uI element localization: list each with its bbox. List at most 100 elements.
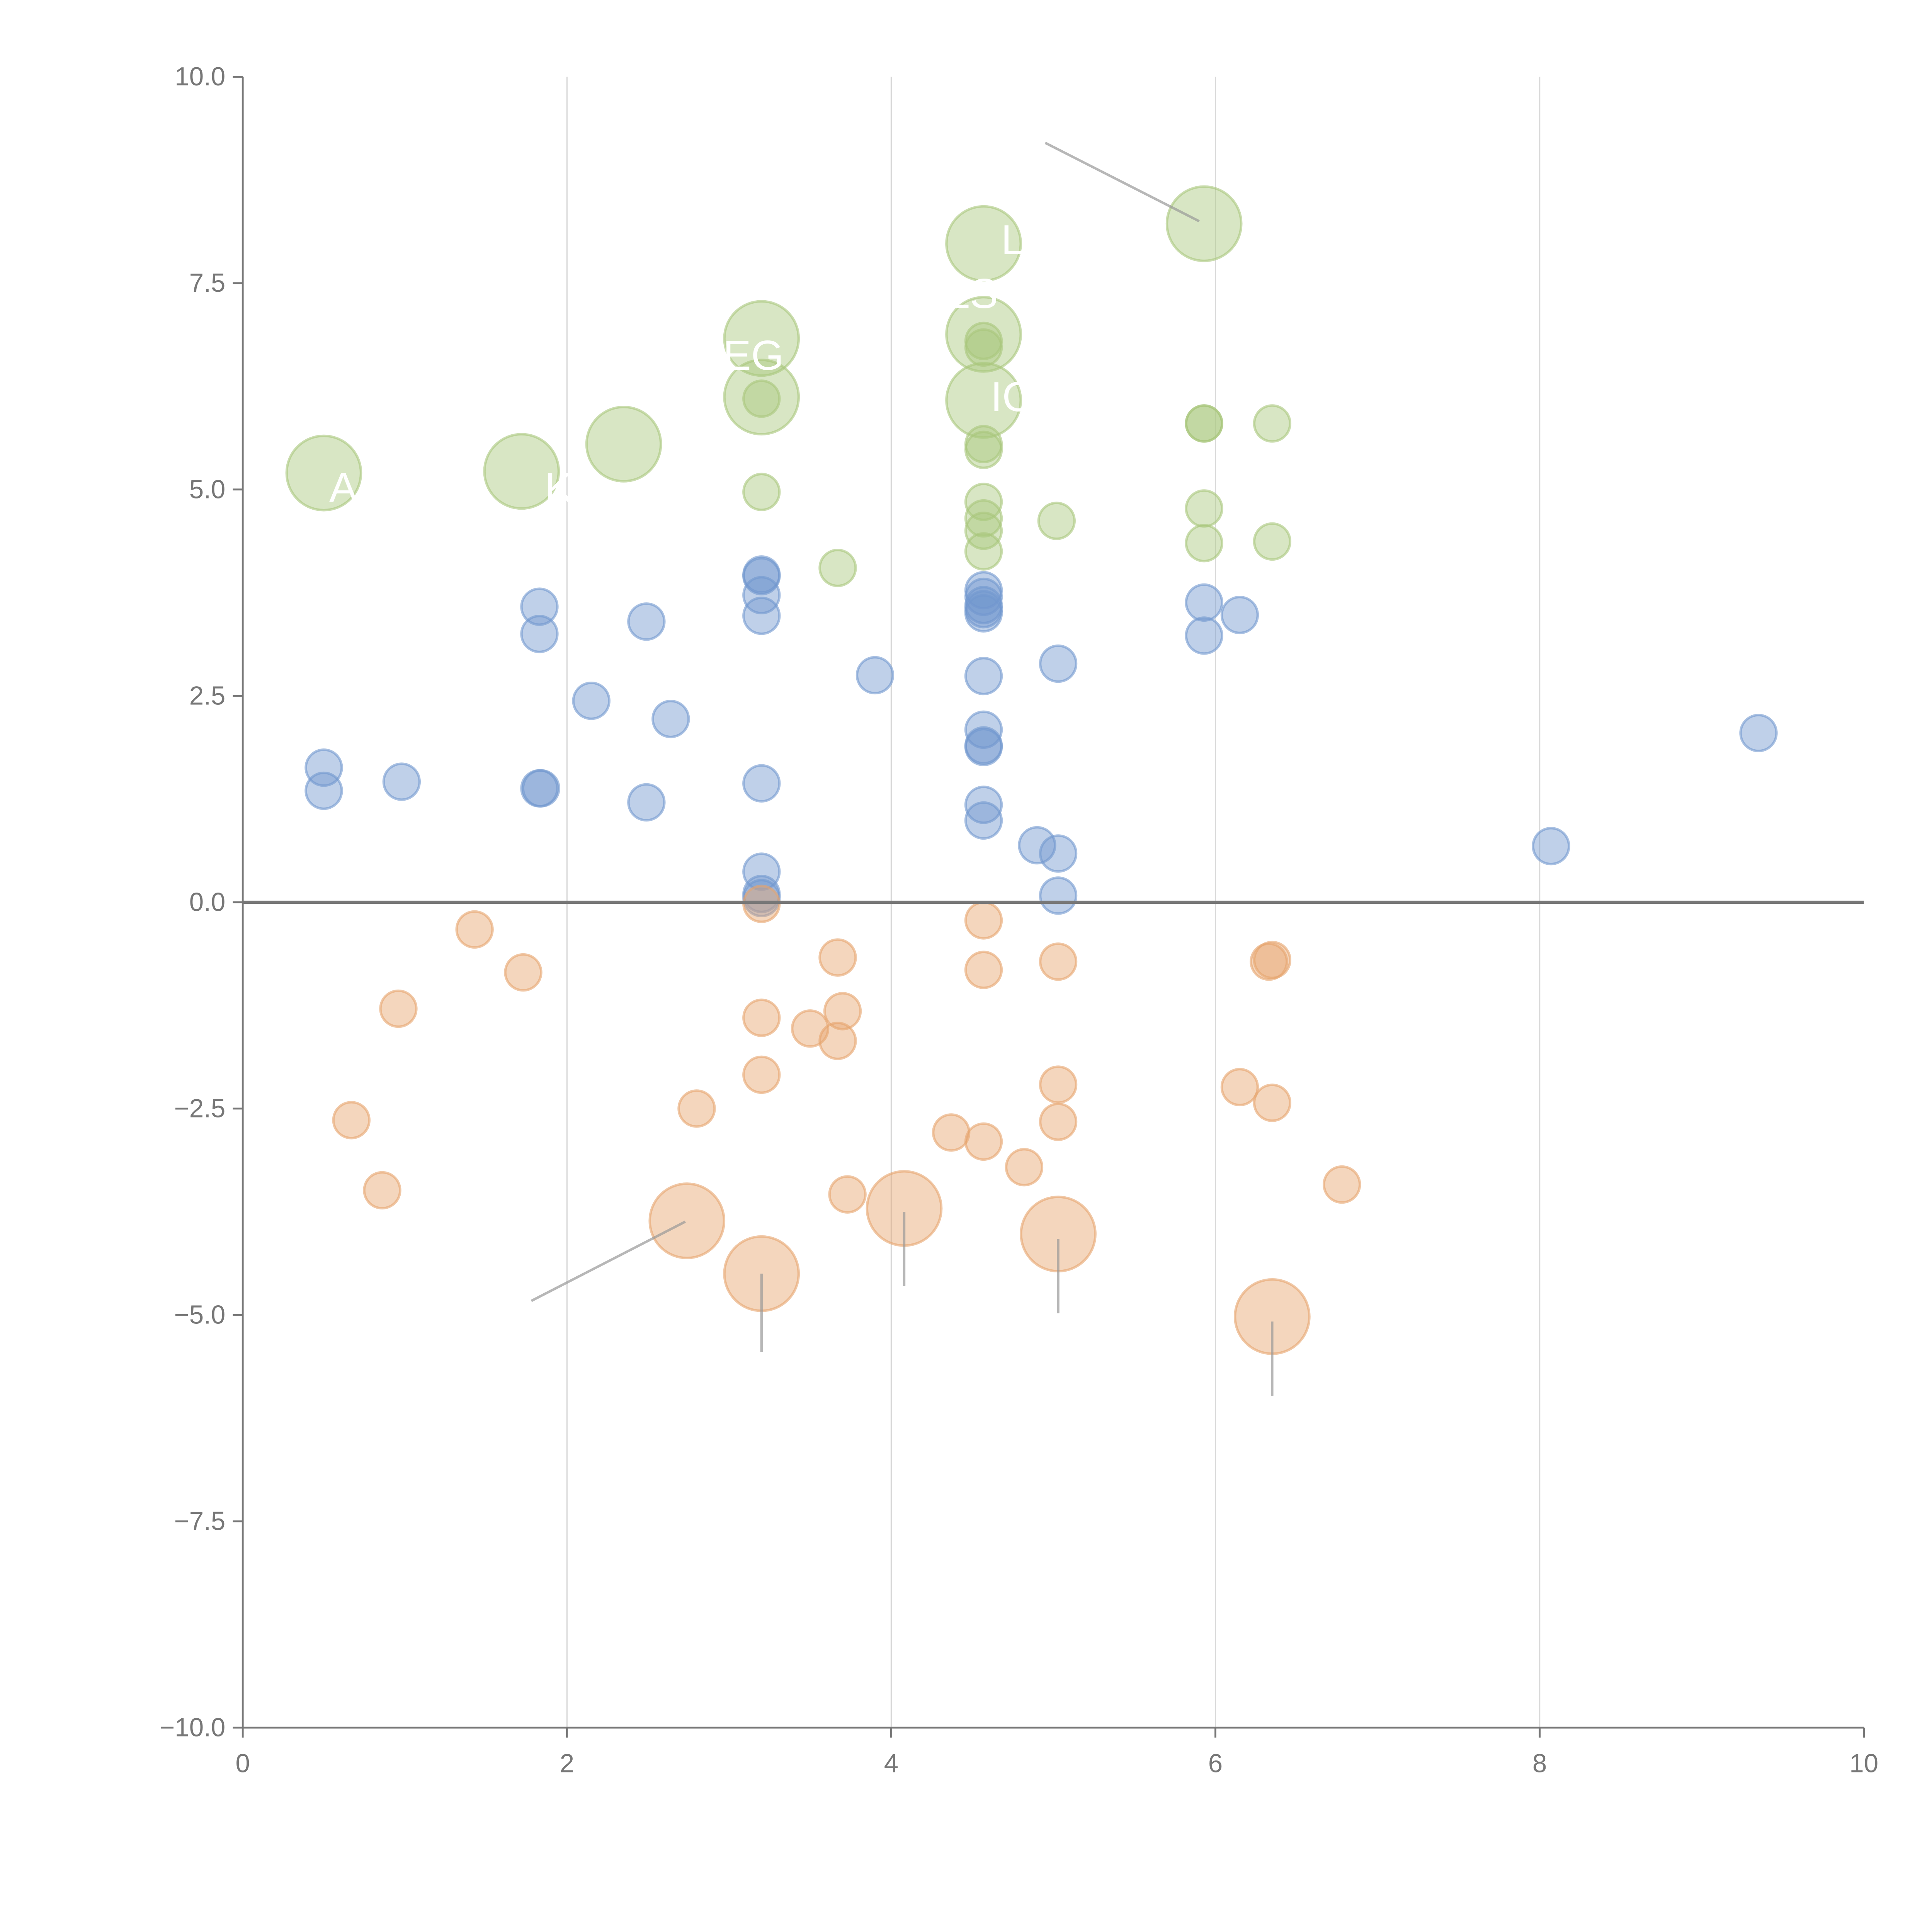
- data-point-orange: [504, 953, 543, 992]
- annotation-lines: [531, 141, 1274, 1396]
- data-point-orange: [1039, 942, 1078, 981]
- y-tick-label: −5.0: [174, 1300, 225, 1329]
- y-tick-label: 10.0: [175, 62, 225, 91]
- data-point-orange: [964, 901, 1003, 940]
- data-points: [285, 185, 1778, 1355]
- data-point-blue: [627, 602, 666, 641]
- data-point-blue: [742, 596, 781, 635]
- data-point-green: [964, 499, 1003, 538]
- data-point-green: [1037, 502, 1076, 540]
- data-point-blue: [855, 656, 895, 695]
- data-point-blue: [1039, 876, 1078, 915]
- data-point-blue: [1039, 834, 1078, 873]
- data-point-orange: [1253, 940, 1292, 980]
- data-point-orange: [648, 1182, 726, 1259]
- data-point-orange: [742, 884, 781, 923]
- data-point-orange: [1253, 1083, 1292, 1122]
- data-point-blue: [1039, 644, 1078, 683]
- data-point-green: [1165, 185, 1243, 262]
- y-tick-label: 0.0: [189, 888, 226, 917]
- data-point-blue: [742, 576, 781, 614]
- data-point-green: [945, 296, 1022, 373]
- data-point-orange: [1039, 1065, 1078, 1104]
- data-point-blue: [964, 594, 1003, 633]
- data-point-blue: [382, 762, 421, 801]
- data-point-orange: [363, 1171, 401, 1210]
- data-point-blue: [964, 801, 1003, 840]
- point-label: EG: [723, 332, 784, 379]
- data-point-green: [964, 483, 1003, 521]
- y-tick-label: −7.5: [174, 1507, 225, 1536]
- data-point-green: [742, 379, 781, 418]
- data-point-blue: [651, 700, 690, 738]
- data-point-blue: [304, 748, 343, 787]
- data-point-blue: [627, 783, 666, 822]
- point-labels: A K EG LSL IO: [329, 216, 1035, 511]
- axes: 10.0 7.5 5.0 2.5 0.0 −2.5 −5.0 −7.5 −10.0 0 2 4 6 8 10: [160, 62, 1878, 1778]
- data-point-blue: [520, 587, 559, 626]
- y-tick-label: −2.5: [174, 1094, 225, 1123]
- data-point-blue: [572, 682, 611, 720]
- y-tick-label: 2.5: [189, 681, 226, 710]
- x-tick-label: 4: [884, 1749, 898, 1778]
- data-point-green: [483, 433, 560, 510]
- data-point-green: [1185, 404, 1223, 443]
- data-point-blue: [304, 771, 343, 810]
- data-point-orange: [379, 989, 418, 1028]
- y-tick-label: 7.5: [189, 269, 226, 298]
- data-point-orange: [818, 938, 857, 977]
- data-point-green: [723, 359, 800, 435]
- data-point-green: [964, 532, 1003, 571]
- data-point-orange: [1323, 1165, 1361, 1204]
- data-point-green: [964, 430, 1003, 469]
- y-tick-label: −10.0: [160, 1713, 225, 1742]
- data-point-orange: [455, 910, 494, 949]
- data-point-green: [285, 434, 362, 512]
- data-point-green: [1253, 404, 1292, 443]
- x-tick-label: 0: [235, 1749, 250, 1778]
- data-point-green: [742, 473, 781, 511]
- data-point-green: [818, 549, 857, 587]
- data-point-blue: [964, 577, 1003, 616]
- x-tick-label: 6: [1208, 1749, 1223, 1778]
- data-point-green: [945, 362, 1022, 439]
- data-point-blue: [964, 786, 1003, 824]
- data-point-orange: [742, 1055, 781, 1094]
- data-point-green: [964, 328, 1003, 367]
- data-point-green: [964, 511, 1003, 550]
- data-point-green: [1253, 522, 1292, 561]
- point-label: IO: [991, 373, 1035, 420]
- data-point-orange: [964, 951, 1003, 989]
- point-label: L: [1001, 216, 1025, 264]
- annotation-leader-line: [531, 1220, 686, 1302]
- data-point-orange: [823, 992, 862, 1031]
- data-point-orange: [1005, 1148, 1044, 1187]
- data-point-green: [1185, 524, 1223, 563]
- annotation-leader-line: [1044, 141, 1200, 223]
- data-point-blue: [1018, 826, 1056, 865]
- data-point-blue: [742, 764, 781, 803]
- data-point-orange: [1250, 942, 1288, 981]
- data-point-blue: [1532, 827, 1570, 866]
- x-tick-label: 2: [560, 1749, 574, 1778]
- data-point-green: [585, 405, 662, 483]
- data-point-orange: [932, 1113, 971, 1152]
- data-point-blue: [964, 728, 1003, 767]
- data-point-green: [723, 300, 800, 377]
- data-point-blue: [1220, 595, 1259, 634]
- point-label: A: [329, 464, 357, 511]
- data-point-orange: [742, 998, 781, 1037]
- data-point-blue: [1185, 583, 1223, 622]
- y-tick-label: 5.0: [189, 475, 226, 504]
- data-point-orange: [818, 1022, 857, 1060]
- data-point-orange: [1039, 1102, 1078, 1141]
- point-label: LS: [947, 270, 998, 317]
- data-point-orange: [1220, 1068, 1259, 1107]
- data-point-blue: [522, 769, 560, 808]
- data-point-blue: [964, 656, 1003, 696]
- data-point-orange: [828, 1175, 867, 1214]
- data-point-blue: [520, 614, 559, 653]
- data-point-blue: [1739, 714, 1778, 752]
- data-point-green: [1185, 489, 1223, 528]
